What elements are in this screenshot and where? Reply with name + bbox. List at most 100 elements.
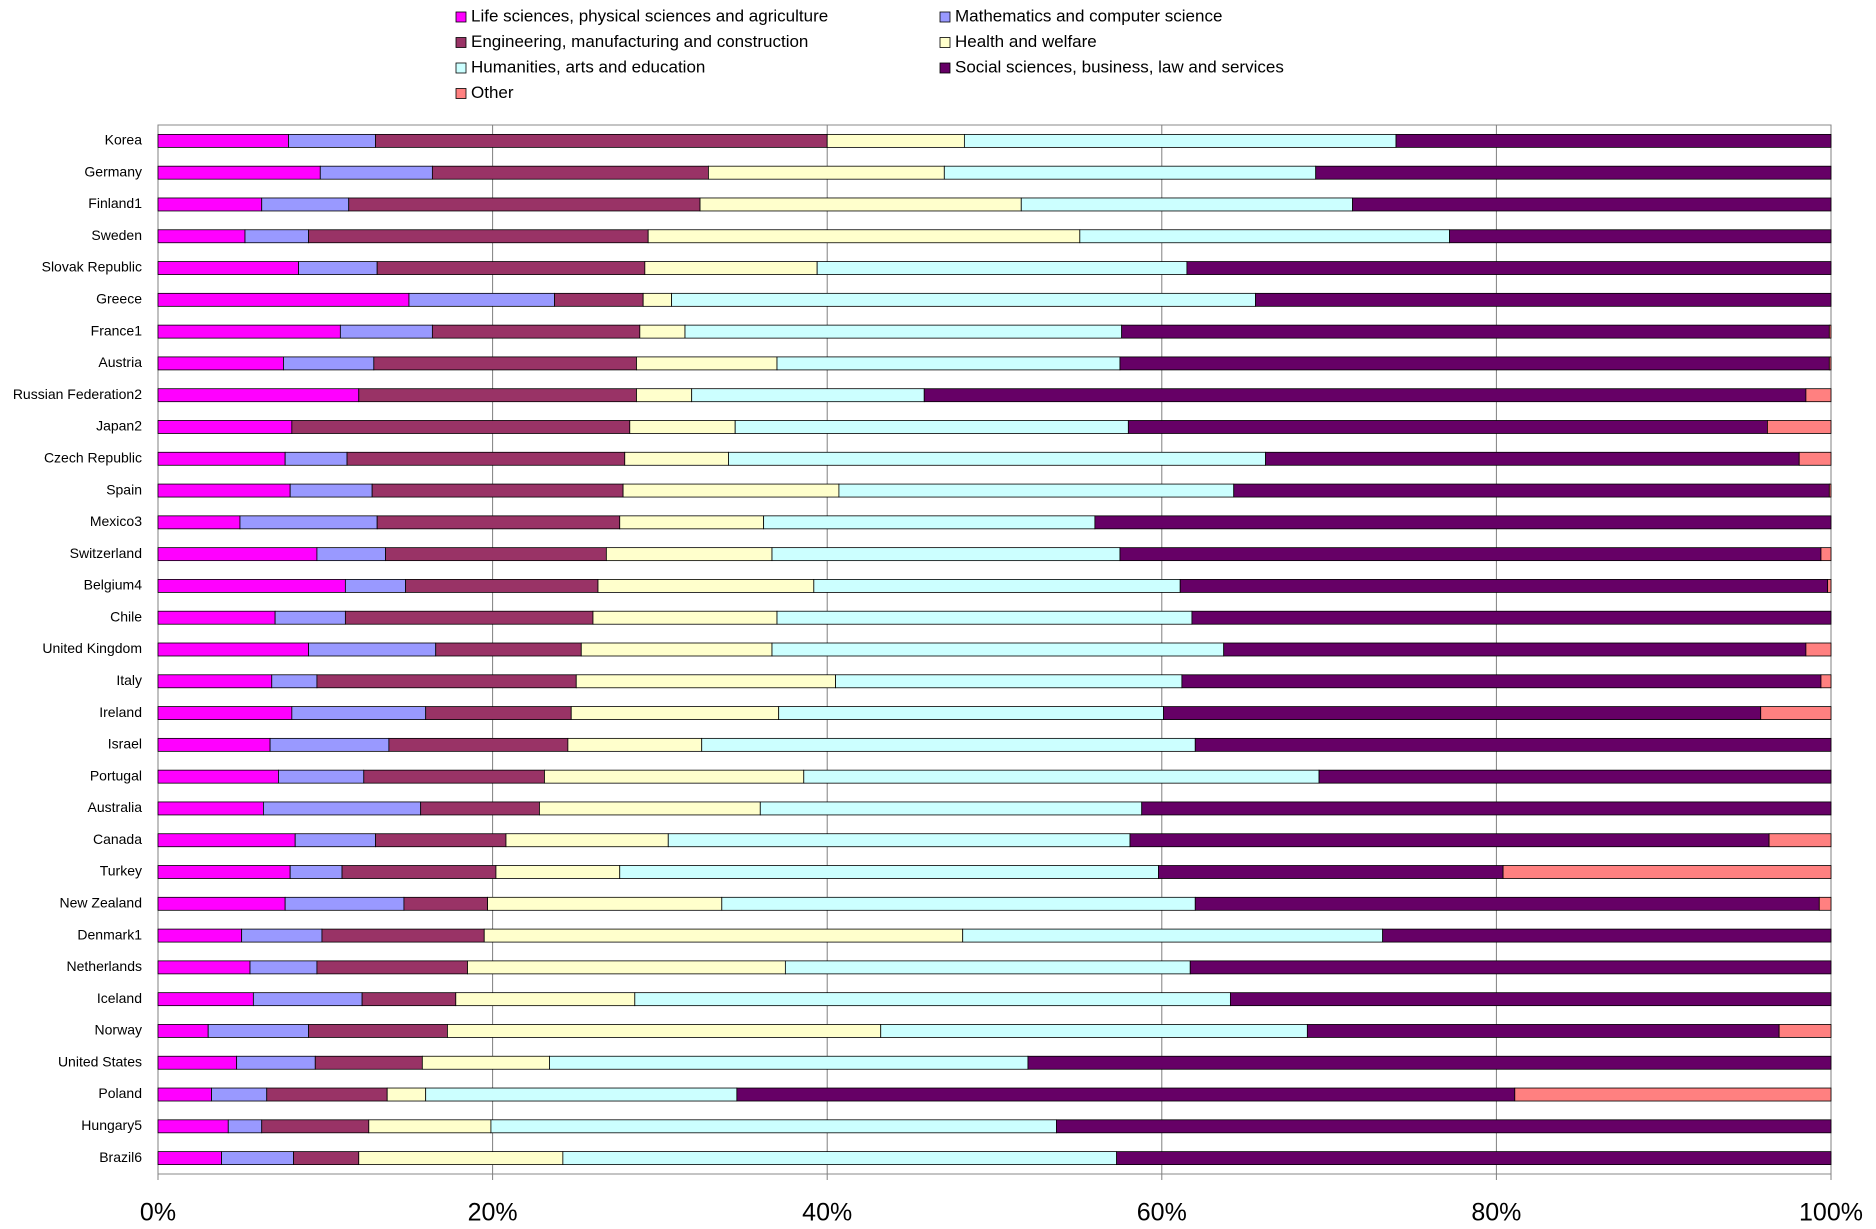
bar-segment <box>363 769 545 784</box>
bar-segment <box>1265 451 1800 466</box>
bar-segment <box>778 706 1164 720</box>
bar-segment <box>271 674 318 689</box>
bar-segment <box>1158 865 1504 879</box>
bar-segment <box>298 261 378 275</box>
bar-segment <box>284 896 405 911</box>
bar-segment <box>667 833 1131 848</box>
y-tick-label: France1 <box>91 322 143 338</box>
bar-segment <box>813 579 1181 593</box>
bar-segment <box>431 165 709 180</box>
y-tick-label: Italy <box>116 672 142 688</box>
y-tick-label: Hungary5 <box>81 1117 142 1133</box>
bar-segment <box>923 388 1807 403</box>
bar-segment <box>348 197 701 212</box>
bar-segment <box>1189 960 1832 975</box>
bar-segment <box>483 928 964 943</box>
bar-segment <box>157 197 263 212</box>
bar-segment <box>1194 896 1820 911</box>
bar-segment <box>157 324 341 339</box>
bar-segment <box>1828 356 1832 371</box>
bar-segment <box>289 865 343 879</box>
bar-segment <box>1352 197 1832 212</box>
bar-segment <box>368 1119 492 1134</box>
bar-segment <box>344 579 407 593</box>
bar-segment <box>244 229 309 244</box>
bar-segment <box>241 928 323 943</box>
bar-segment <box>642 292 673 307</box>
bar-segment <box>361 992 457 1007</box>
x-tick-label: 0% <box>140 1199 176 1227</box>
bar-segment <box>157 674 273 689</box>
x-tick-label: 100% <box>1799 1199 1863 1227</box>
legend-label: Other <box>471 83 514 102</box>
bar-segment <box>316 674 577 689</box>
y-tick-label: Austria <box>98 354 142 370</box>
bar-segment <box>157 261 299 275</box>
x-tick-label: 60% <box>1137 1199 1187 1227</box>
bar-segment <box>435 642 582 657</box>
bar-segment <box>157 292 410 307</box>
y-tick-label: Greece <box>96 291 142 307</box>
bar-segment <box>261 197 350 212</box>
bar-segment <box>505 833 669 848</box>
bar-segment <box>708 165 945 180</box>
y-tick-label: Sweden <box>91 227 142 243</box>
bar-segment <box>157 928 243 943</box>
bar-segment <box>291 706 427 720</box>
bar-segment <box>1056 1119 1832 1134</box>
legend-label: Social sciences, business, law and servi… <box>955 57 1284 76</box>
bar-segment <box>1502 865 1832 879</box>
bar-segment <box>1315 165 1832 180</box>
bar-segment <box>221 1151 294 1166</box>
bar-segment <box>554 292 644 307</box>
bar-segment <box>487 896 723 911</box>
y-tick-label: New Zealand <box>60 895 143 911</box>
bar-segment <box>266 1087 388 1102</box>
bar-segment <box>1094 515 1832 530</box>
legend-swatch <box>455 11 467 23</box>
bar-segment <box>1141 801 1832 816</box>
bar-segment <box>544 769 805 784</box>
bar-segment <box>1119 356 1830 371</box>
bar-segment <box>467 960 786 975</box>
y-tick-label: Turkey <box>100 863 142 879</box>
bar-segment <box>1798 451 1832 466</box>
bar-segment <box>157 547 318 562</box>
bar-segment <box>1181 674 1822 689</box>
y-tick-label: Switzerland <box>70 545 142 561</box>
bar-segment <box>261 1119 370 1134</box>
bar-segment <box>701 737 1196 752</box>
bar-segment <box>157 960 251 975</box>
y-tick-label: Australia <box>88 799 143 815</box>
bar-segment <box>1116 1151 1832 1166</box>
bar-segment <box>346 451 626 466</box>
legend-label: Engineering, manufacturing and construct… <box>471 32 808 51</box>
bar-segment <box>1027 1055 1832 1070</box>
bar-segment <box>1805 388 1832 403</box>
bar-segment <box>157 1024 209 1038</box>
y-tick-label: Portugal <box>90 767 142 783</box>
bar-segment <box>376 261 646 275</box>
bar-segment <box>943 165 1317 180</box>
bar-segment <box>592 610 778 625</box>
bar-segment <box>622 483 840 498</box>
bar-segment <box>1318 769 1832 784</box>
bar-segment <box>425 706 572 720</box>
bar-segment <box>1020 197 1353 212</box>
bar-segment <box>647 229 1081 244</box>
bar-segment <box>157 229 246 244</box>
bar-segment <box>157 992 254 1007</box>
y-tick-label: Korea <box>105 132 143 148</box>
y-tick-label: Israel <box>108 736 142 752</box>
bar-segment <box>289 483 373 498</box>
bar-segment <box>1778 1024 1832 1038</box>
bar-segment <box>157 1119 229 1134</box>
y-tick-label: Iceland <box>97 990 142 1006</box>
bar-segment <box>341 865 497 879</box>
bar-segment <box>1119 547 1822 562</box>
bar-segment <box>759 801 1143 816</box>
y-tick-label: Chile <box>110 608 142 624</box>
bar-segment <box>562 1151 1118 1166</box>
bar-segment <box>211 1087 268 1102</box>
bar-segment <box>629 420 736 434</box>
